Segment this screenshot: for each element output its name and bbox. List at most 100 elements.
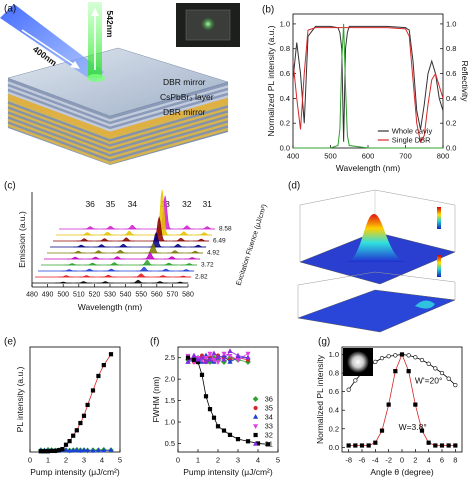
y-axis-label: Emission (a.u.) <box>17 211 27 268</box>
peak <box>178 225 195 230</box>
layer-label: DBR mirror <box>163 107 206 117</box>
y-axis-label: FWHM (nm) <box>151 376 161 422</box>
peak <box>172 237 189 242</box>
peak <box>142 252 159 260</box>
x-tick-label: 480 <box>26 292 38 299</box>
marker <box>203 394 209 399</box>
peak <box>139 259 156 266</box>
legend-marker <box>252 396 259 402</box>
layer-stripe <box>7 96 229 137</box>
peak <box>84 262 101 266</box>
peak <box>55 281 72 284</box>
marker <box>245 354 251 360</box>
panel-label: (b) <box>262 5 274 16</box>
peak <box>157 268 174 272</box>
marker <box>211 350 217 356</box>
peak <box>102 225 119 230</box>
marker <box>265 442 271 447</box>
x-tick-label: 1 <box>46 456 50 465</box>
y-tick-label: 0.5 <box>165 439 175 448</box>
y-tick-label: 0.4 <box>329 406 339 415</box>
x-tick-label: 2 <box>216 456 220 465</box>
layer-stripe <box>7 116 229 157</box>
peak <box>112 249 129 254</box>
y-tick-label: 0.4 <box>280 94 290 103</box>
marker <box>63 442 69 447</box>
x-tick-label: 700 <box>399 152 412 161</box>
x-axis-label: Pump intensity (μJ/cm²) <box>183 467 273 477</box>
mode-label: 35 <box>106 199 116 209</box>
marker <box>393 369 398 374</box>
x-tick-label: 490 <box>42 292 54 299</box>
y2-tick-label: 0.4 <box>446 94 456 103</box>
marker <box>67 447 73 453</box>
marker <box>379 356 385 361</box>
marker <box>373 440 378 445</box>
marker <box>195 356 201 362</box>
layer-stripe <box>7 86 229 127</box>
marker <box>413 355 418 360</box>
marker <box>108 447 114 452</box>
marker <box>85 402 90 408</box>
y2-tick-label: 0.0 <box>446 144 456 153</box>
marker <box>221 356 227 362</box>
x-tick-label: 5 <box>276 456 280 465</box>
marker <box>373 359 378 364</box>
x-tick-label: 0 <box>176 456 180 465</box>
peak <box>78 275 95 278</box>
fluence-label: 8.58 <box>219 226 232 233</box>
mode-label: 32 <box>182 199 192 209</box>
x-tick-label: 500 <box>57 292 69 299</box>
peak <box>151 281 168 284</box>
y-tick-label: 1.5 <box>165 396 175 405</box>
peak <box>99 231 116 236</box>
peak <box>196 232 213 236</box>
x-tick-label: 4 <box>256 456 260 465</box>
peak <box>93 244 110 248</box>
x-tick-label: 550 <box>135 292 147 299</box>
legend-label: 33 <box>265 422 273 431</box>
fluence-label: 2.82 <box>195 274 208 281</box>
marker <box>379 428 385 433</box>
legend-marker <box>253 441 259 446</box>
peak <box>133 273 150 278</box>
surface-floor <box>297 289 456 333</box>
series-line <box>293 23 443 149</box>
legend-label: 36 <box>265 395 273 404</box>
x-tick-label: -4 <box>372 456 379 465</box>
layer-stripe <box>7 108 229 150</box>
emission-label: 542nm <box>105 11 115 38</box>
colorbar <box>437 207 441 229</box>
layer-stripe <box>7 91 229 132</box>
marker <box>53 448 58 454</box>
peak <box>100 274 117 278</box>
y-tick-label: 0.2 <box>280 119 290 128</box>
legend-marker <box>253 405 258 411</box>
marker <box>221 351 227 357</box>
marker <box>81 447 87 452</box>
legend-marker <box>253 414 259 419</box>
x-tick-label: 400 <box>287 152 300 161</box>
y-axis-label: Normalized PL intensity (a.u.) <box>266 25 276 136</box>
panel-label: (e) <box>4 337 16 348</box>
y-axis-label: Normalized PL intensity <box>315 354 325 444</box>
marker <box>453 443 458 448</box>
layer-stripe <box>7 98 229 140</box>
marker <box>446 376 451 381</box>
y-tick-label: 0.8 <box>329 369 339 378</box>
marker <box>71 433 76 438</box>
x-axis-label: Angle θ (degree) <box>370 467 433 477</box>
peak <box>166 250 183 254</box>
marker <box>85 447 91 453</box>
annotation: W=3.8° <box>399 422 427 432</box>
marker <box>245 439 251 444</box>
marker <box>191 357 197 362</box>
peak <box>64 263 81 266</box>
marker <box>346 387 351 392</box>
panel-label: (g) <box>318 337 330 348</box>
marker <box>78 420 83 426</box>
series-line <box>292 25 444 142</box>
marker <box>191 352 197 358</box>
marker <box>235 437 241 442</box>
marker <box>359 443 365 448</box>
